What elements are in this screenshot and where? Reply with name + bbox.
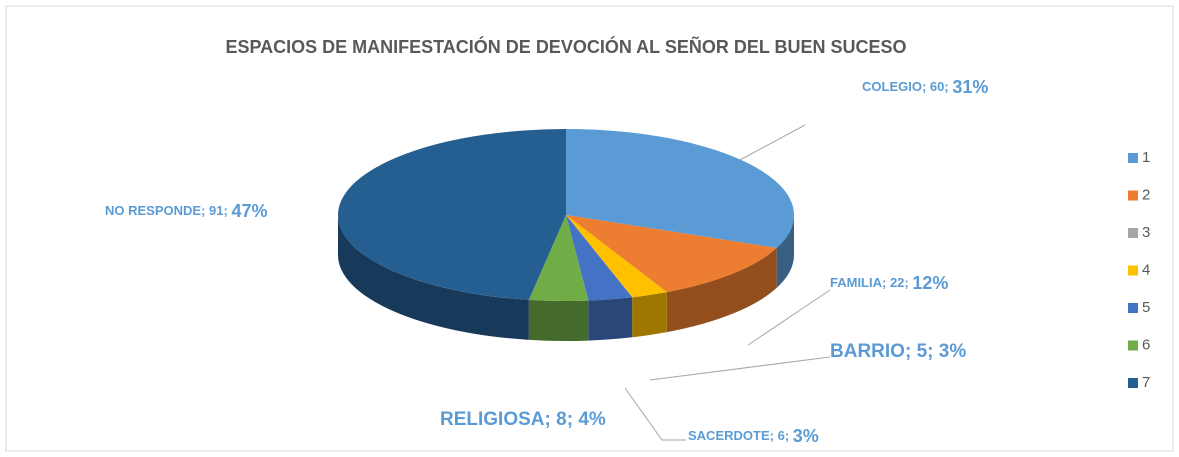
label-name: FAMILIA <box>830 275 883 290</box>
label-value: 91 <box>209 203 223 218</box>
label-name: COLEGIO <box>862 79 922 94</box>
legend-swatch <box>1128 378 1138 388</box>
pie-tops <box>338 129 794 301</box>
legend-label: 1 <box>1142 149 1150 166</box>
label-sep: ; <box>545 409 557 430</box>
label-value: 6 <box>778 428 785 443</box>
legend-label: 6 <box>1142 336 1150 353</box>
label-percent: 3% <box>939 341 967 362</box>
legend-swatch <box>1128 265 1138 276</box>
legend-swatch <box>1128 303 1138 313</box>
slice <box>338 129 566 300</box>
slice-side <box>666 247 777 333</box>
label-value: 22 <box>890 275 904 290</box>
label-percent: 4% <box>578 409 606 430</box>
label-sep: ; <box>905 341 917 362</box>
label-sep: ; <box>927 341 939 362</box>
slice-side <box>528 299 589 341</box>
legend-label: 2 <box>1142 186 1150 203</box>
leader-line <box>649 356 831 381</box>
slice <box>566 215 633 301</box>
data-label: NO RESPONDE; 91; 47% <box>105 201 267 221</box>
legend-swatch <box>1128 190 1138 201</box>
legend-label: 4 <box>1142 261 1150 278</box>
label-sep: ; <box>904 275 912 290</box>
label-value: 60 <box>930 79 944 94</box>
label-sep: ; <box>785 428 793 443</box>
legend-label: 5 <box>1142 299 1150 316</box>
slice <box>566 129 794 248</box>
data-label: FAMILIA; 22; 12% <box>830 273 948 293</box>
slice <box>566 215 777 293</box>
label-value: 8 <box>556 409 567 430</box>
leader-line <box>624 387 686 441</box>
slice <box>566 215 667 298</box>
label-sep: ; <box>882 275 890 290</box>
legend-label: 3 <box>1142 224 1150 241</box>
slice-side <box>338 215 529 340</box>
label-percent: 12% <box>912 273 948 293</box>
slice-side <box>588 297 633 341</box>
pie-sides <box>338 215 794 341</box>
data-label: SACERDOTE; 6; 3% <box>688 426 819 446</box>
label-name: NO RESPONDE <box>105 203 201 218</box>
label-sep: ; <box>770 428 778 443</box>
label-percent: 31% <box>952 77 988 97</box>
legend-swatch <box>1128 228 1138 238</box>
data-label: BARRIO; 5; 3% <box>830 341 966 362</box>
legend-swatch <box>1128 153 1138 163</box>
label-sep: ; <box>567 409 579 430</box>
leader-line <box>747 289 831 346</box>
leader-line <box>739 124 806 161</box>
label-percent: 47% <box>231 201 267 221</box>
data-label: RELIGIOSA; 8; 4% <box>440 409 606 430</box>
label-sep: ; <box>201 203 209 218</box>
legend-label: 7 <box>1142 374 1150 391</box>
label-sep: ; <box>944 79 952 94</box>
label-name: RELIGIOSA <box>440 409 545 430</box>
label-sep: ; <box>224 203 232 218</box>
label-sep: ; <box>922 79 930 94</box>
label-value: 5 <box>917 341 928 362</box>
label-percent: 3% <box>793 426 819 446</box>
slice-side <box>632 292 667 338</box>
slice-side <box>776 215 794 288</box>
slice <box>528 215 589 301</box>
label-name: BARRIO <box>830 341 905 362</box>
legend-swatch <box>1128 340 1138 351</box>
chart-title: ESPACIOS DE MANIFESTACIÓN DE DEVOCIÓN AL… <box>225 36 906 57</box>
data-label: COLEGIO; 60; 31% <box>862 77 988 97</box>
label-name: SACERDOTE <box>688 428 770 443</box>
